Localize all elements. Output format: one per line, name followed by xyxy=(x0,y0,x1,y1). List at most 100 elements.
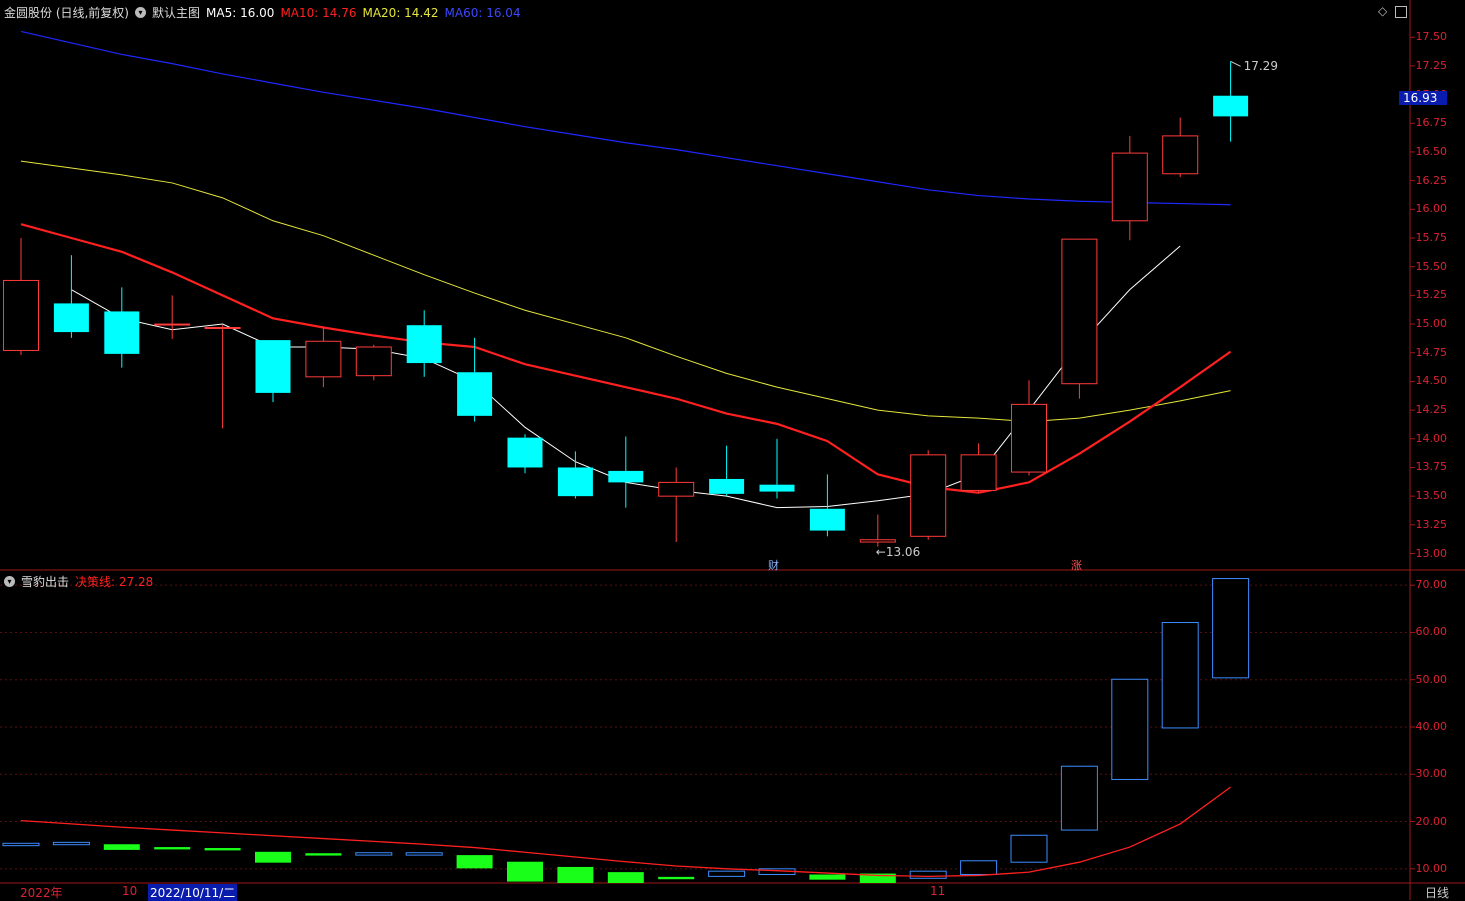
indicator-tick-label: 30.00 xyxy=(1415,767,1448,781)
diamond-icon[interactable]: ◇ xyxy=(1378,4,1388,18)
candle-body xyxy=(53,303,89,333)
price-tick-label: 15.00 xyxy=(1415,317,1448,331)
price-tick-label: 17.50 xyxy=(1415,30,1448,44)
indicator-tick-label: 10.00 xyxy=(1415,861,1448,875)
high-pointer xyxy=(1230,60,1241,67)
candle-body xyxy=(255,340,291,393)
ma10-value: MA10: 14.76 xyxy=(280,5,357,20)
indicator-bar xyxy=(859,873,896,883)
current-price-tag: 16.93 xyxy=(1399,91,1447,105)
candle-body xyxy=(3,279,39,351)
indicator-name[interactable]: 雪豹出击 xyxy=(21,575,70,589)
price-tick-label: 13.50 xyxy=(1415,489,1448,503)
cursor-date-label: 2022/10/11/二 xyxy=(148,884,238,901)
price-tick-label: 13.75 xyxy=(1415,460,1448,474)
indicator-bar xyxy=(2,842,40,847)
decision-line xyxy=(20,786,1231,878)
indicator-bar xyxy=(1161,622,1199,729)
indicator-tick-label: 50.00 xyxy=(1415,672,1448,686)
indicator-bar xyxy=(557,866,594,883)
candle-body xyxy=(406,325,442,364)
indicator-bar xyxy=(355,852,393,856)
month-10-label: 10 xyxy=(122,884,138,898)
indicator-bar xyxy=(255,851,291,863)
indicator-bar xyxy=(154,847,191,850)
candle-body xyxy=(1162,135,1199,175)
indicator-bar xyxy=(607,872,644,883)
limit-up-marker[interactable]: 涨 xyxy=(1071,559,1082,572)
price-tick-label: 14.75 xyxy=(1415,345,1448,359)
high-price-label: 17.29 xyxy=(1243,59,1278,74)
indicator-bar xyxy=(204,848,241,851)
candle-body xyxy=(960,454,997,491)
candle-body xyxy=(355,346,392,377)
price-tick-label: 15.25 xyxy=(1415,288,1448,302)
candle-body xyxy=(608,470,644,483)
price-tick-label: 14.00 xyxy=(1415,431,1448,445)
price-tick-label: 16.50 xyxy=(1415,144,1448,158)
year-label: 2022年 xyxy=(20,886,63,900)
low-price-label: ←13.06 xyxy=(875,544,921,559)
chevron-down-icon[interactable]: ▾ xyxy=(4,576,15,587)
indicator-bar xyxy=(1212,578,1250,679)
finance-marker[interactable]: 财 xyxy=(768,559,779,572)
indicator-bar xyxy=(1010,834,1048,863)
month-11-label: 11 xyxy=(930,884,946,898)
candle-body xyxy=(154,323,191,326)
maximize-icon[interactable] xyxy=(1395,6,1407,18)
candle-body xyxy=(809,508,845,531)
ma60-value: MA60: 16.04 xyxy=(444,5,521,20)
ma60-line xyxy=(20,30,1231,206)
candle-body xyxy=(104,311,140,354)
indicator-bar xyxy=(1060,765,1098,831)
main-legend: 金圆股份 (日线,前复权) ▾ 默认主图 MA5: 16.00 MA10: 14… xyxy=(4,4,521,21)
candle-body xyxy=(204,326,241,329)
chevron-down-icon[interactable]: ▾ xyxy=(135,7,146,18)
sub-legend: ▾ 雪豹出击 决策线: 27.28 xyxy=(4,573,153,590)
price-tick-label: 13.00 xyxy=(1415,546,1448,560)
indicator-bar xyxy=(305,853,342,856)
price-tick-label: 15.50 xyxy=(1415,259,1448,273)
indicator-bar xyxy=(708,870,746,877)
indicator-bar xyxy=(103,844,140,850)
ma10-line xyxy=(20,223,1232,494)
price-tick-label: 16.00 xyxy=(1415,202,1448,216)
indicator-bar xyxy=(405,852,443,856)
indicator-bar xyxy=(507,861,543,882)
candle-body xyxy=(1213,95,1249,117)
price-tick-label: 14.50 xyxy=(1415,374,1448,388)
price-tick-label: 15.75 xyxy=(1415,231,1448,244)
stock-label[interactable]: 金圆股份 (日线,前复权) xyxy=(4,6,129,20)
candle-body xyxy=(910,454,947,537)
period-label[interactable]: 日线 xyxy=(1424,886,1449,900)
price-tick-label: 14.25 xyxy=(1415,403,1448,417)
candle-body xyxy=(1061,238,1098,385)
price-tick-label: 17.25 xyxy=(1415,58,1448,72)
indicator-bar xyxy=(1111,678,1149,780)
indicator-bar xyxy=(456,855,493,869)
decision-line-value: 决策线: 27.28 xyxy=(75,575,154,589)
candle-body xyxy=(759,484,795,492)
price-tick-label: 13.25 xyxy=(1415,517,1448,531)
candle-body xyxy=(859,539,896,543)
indicator-bar xyxy=(658,876,695,880)
candle-body xyxy=(305,340,342,378)
indicator-tick-label: 60.00 xyxy=(1415,625,1448,639)
indicator-tick-label: 70.00 xyxy=(1415,578,1448,592)
candle-body xyxy=(507,437,543,468)
indicator-tick-label: 40.00 xyxy=(1415,720,1448,733)
price-tick-label: 16.75 xyxy=(1415,116,1448,130)
candle-body xyxy=(658,481,695,497)
candle-body xyxy=(709,478,745,494)
indicator-tick-label: 20.00 xyxy=(1415,814,1448,828)
indicator-bar xyxy=(960,860,998,875)
indicator-bar xyxy=(909,870,947,879)
ma5-value: MA5: 16.00 xyxy=(206,5,275,20)
candle-body xyxy=(1011,403,1047,473)
ma20-value: MA20: 14.42 xyxy=(362,5,439,20)
candle-body xyxy=(557,467,593,497)
main-chart-label[interactable]: 默认主图 xyxy=(152,6,201,20)
price-tick-label: 16.25 xyxy=(1415,173,1448,187)
candle-body xyxy=(457,372,493,416)
